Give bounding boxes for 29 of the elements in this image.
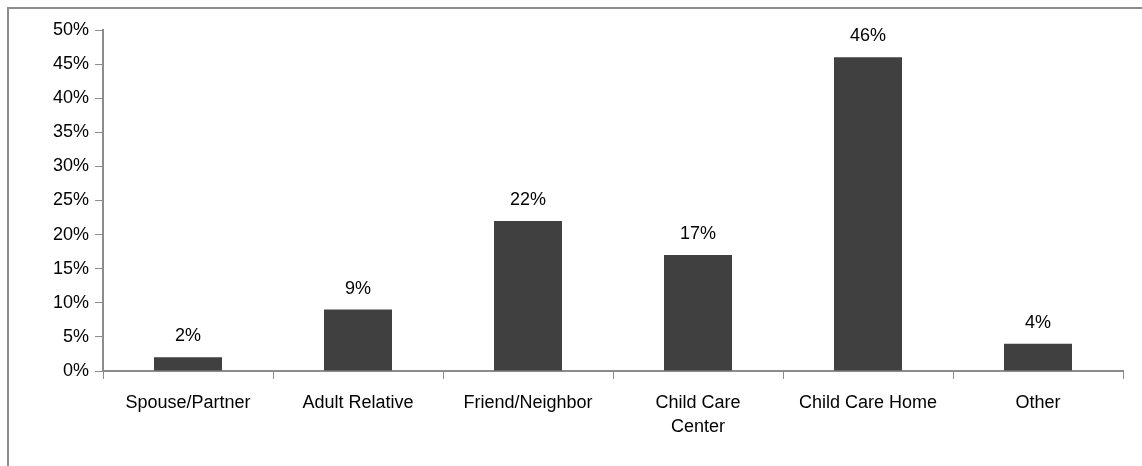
y-tick-label: 15%	[52, 257, 89, 278]
x-tick-label: Child Care Home	[798, 392, 938, 413]
bar	[324, 309, 392, 371]
bar	[834, 57, 902, 371]
y-tick-label: 30%	[52, 155, 89, 176]
bar	[154, 357, 222, 371]
x-tick-label: Friend/Neighbor	[463, 392, 593, 413]
y-tick-label: 0%	[62, 359, 89, 380]
data-label: 9%	[344, 277, 372, 298]
data-label: 46%	[849, 25, 887, 46]
y-tick-label: 35%	[52, 121, 89, 142]
bar	[664, 255, 732, 371]
bar	[1004, 343, 1072, 371]
x-tick-label: Child Care Center	[655, 392, 741, 437]
y-tick-label: 5%	[62, 325, 89, 346]
y-tick-label: 50%	[52, 18, 89, 39]
data-label: 4%	[1024, 311, 1052, 332]
y-tick-label: 10%	[52, 291, 89, 312]
y-tick-label: 45%	[52, 53, 89, 74]
x-tick-label: Spouse/Partner	[125, 392, 251, 413]
x-tick-label: Other	[1015, 392, 1061, 413]
x-tick-label: Adult Relative	[302, 392, 414, 413]
data-label: 17%	[679, 223, 717, 244]
y-tick-label: 40%	[52, 87, 89, 108]
y-tick-label: 25%	[52, 189, 89, 210]
y-tick-label: 20%	[52, 223, 89, 244]
bar	[494, 220, 562, 371]
data-label: 22%	[509, 188, 547, 209]
data-label: 2%	[174, 325, 202, 346]
